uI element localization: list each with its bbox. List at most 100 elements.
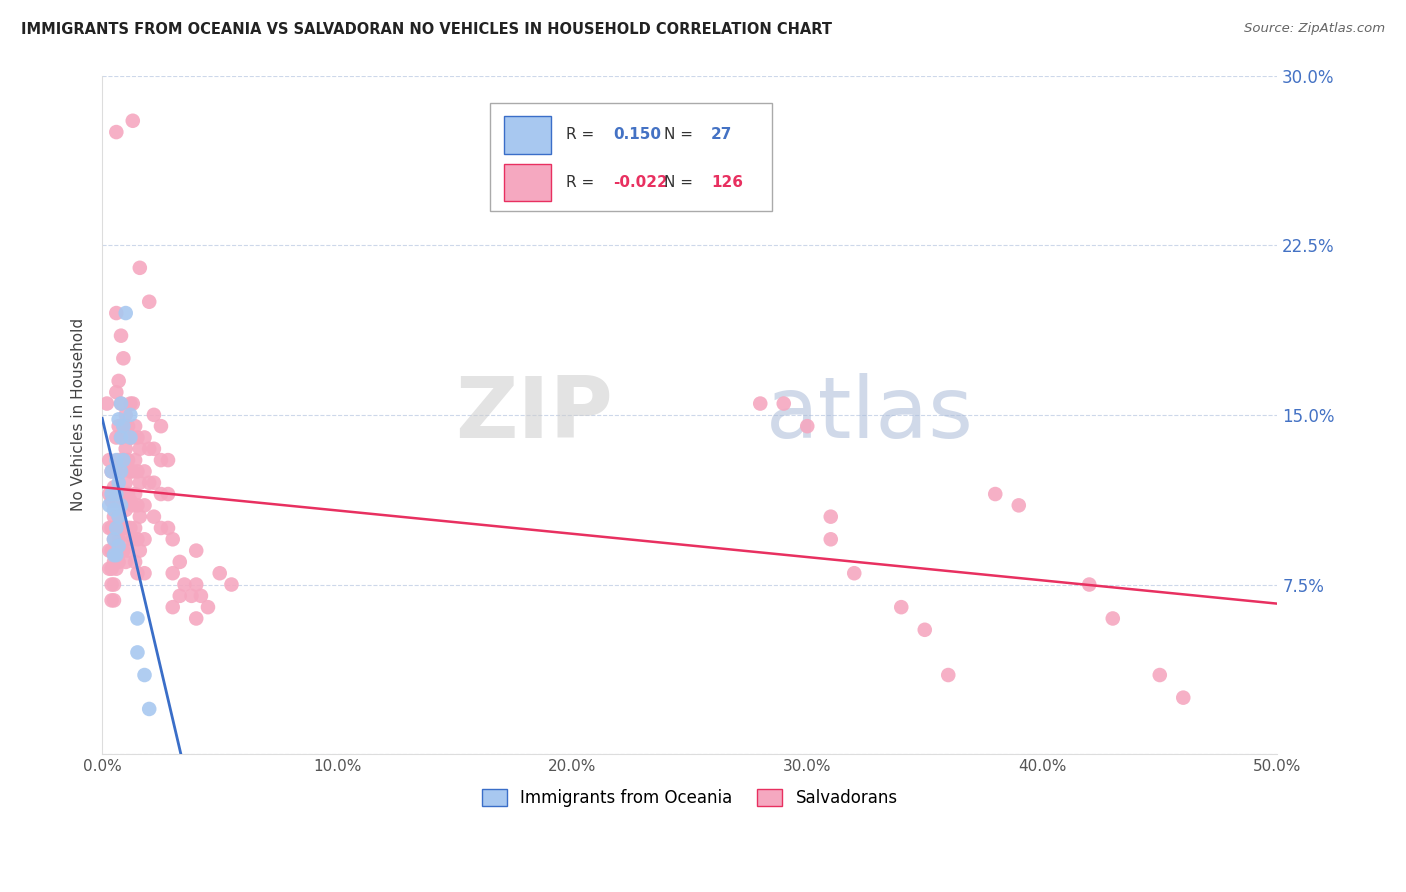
Point [105,521,128,535]
Point [112,453,135,467]
Point [124,419,146,434]
Point [914,623,936,637]
Point [138,475,160,490]
Point [107,419,129,434]
Point [128,475,150,490]
Point [105,543,128,558]
Point [98,521,121,535]
Text: N =: N = [664,175,697,190]
Point [128,442,150,456]
Point [138,294,160,309]
Point [110,328,132,343]
Point [100,593,122,607]
Point [105,521,128,535]
Point [120,465,142,479]
Point [112,521,135,535]
Point [110,499,132,513]
Point [120,408,142,422]
Point [114,408,136,422]
Point [142,442,165,456]
Point [124,487,146,501]
Point [127,645,149,659]
Point [120,521,142,535]
Point [98,499,121,513]
Point [180,589,202,603]
Point [134,533,156,547]
Point [103,593,125,607]
Point [134,499,156,513]
Point [105,493,128,508]
Point [1078,577,1101,591]
Point [124,453,146,467]
Point [98,487,121,501]
Point [162,600,184,615]
Point [100,577,122,591]
Point [100,465,122,479]
Point [112,453,135,467]
Point [105,465,128,479]
Point [114,475,136,490]
Point [128,543,150,558]
Point [107,487,129,501]
Point [112,419,135,434]
Point [121,465,143,479]
Point [107,533,129,547]
Point [984,487,1007,501]
Point [105,548,128,562]
Point [121,533,143,547]
Text: 126: 126 [711,175,742,190]
Point [107,475,129,490]
Point [105,487,128,501]
Point [127,611,149,625]
Point [117,543,139,558]
Point [110,396,132,410]
Point [156,521,179,535]
Point [107,412,129,426]
Point [105,430,128,444]
FancyBboxPatch shape [489,103,772,211]
Point [112,543,135,558]
Point [149,521,172,535]
Point [772,396,794,410]
Point [103,503,125,517]
Point [110,430,132,444]
Text: -0.022: -0.022 [613,175,668,190]
Point [96,396,118,410]
Point [1101,611,1123,625]
Point [121,430,143,444]
Point [107,453,129,467]
Text: 27: 27 [711,127,733,142]
Point [114,533,136,547]
Point [149,419,172,434]
Point [162,566,184,581]
Point [121,396,143,410]
Text: ZIP: ZIP [456,374,613,457]
Point [114,555,136,569]
Point [105,306,128,320]
Point [103,533,125,547]
Point [138,702,160,716]
Point [110,430,132,444]
Point [107,509,129,524]
Point [114,503,136,517]
Point [105,562,128,576]
Point [103,533,125,547]
Point [117,487,139,501]
Point [112,351,135,366]
Point [120,430,142,444]
Point [127,430,149,444]
Point [127,566,149,581]
Point [100,562,122,576]
Text: IMMIGRANTS FROM OCEANIA VS SALVADORAN NO VEHICLES IN HOUSEHOLD CORRELATION CHART: IMMIGRANTS FROM OCEANIA VS SALVADORAN NO… [21,22,832,37]
Point [142,509,165,524]
Point [110,465,132,479]
Point [169,555,191,569]
Point [120,493,142,508]
Point [221,577,243,591]
Point [98,543,121,558]
Point [110,521,132,535]
Point [103,548,125,562]
Text: R =: R = [567,175,599,190]
Point [114,306,136,320]
Point [100,465,122,479]
